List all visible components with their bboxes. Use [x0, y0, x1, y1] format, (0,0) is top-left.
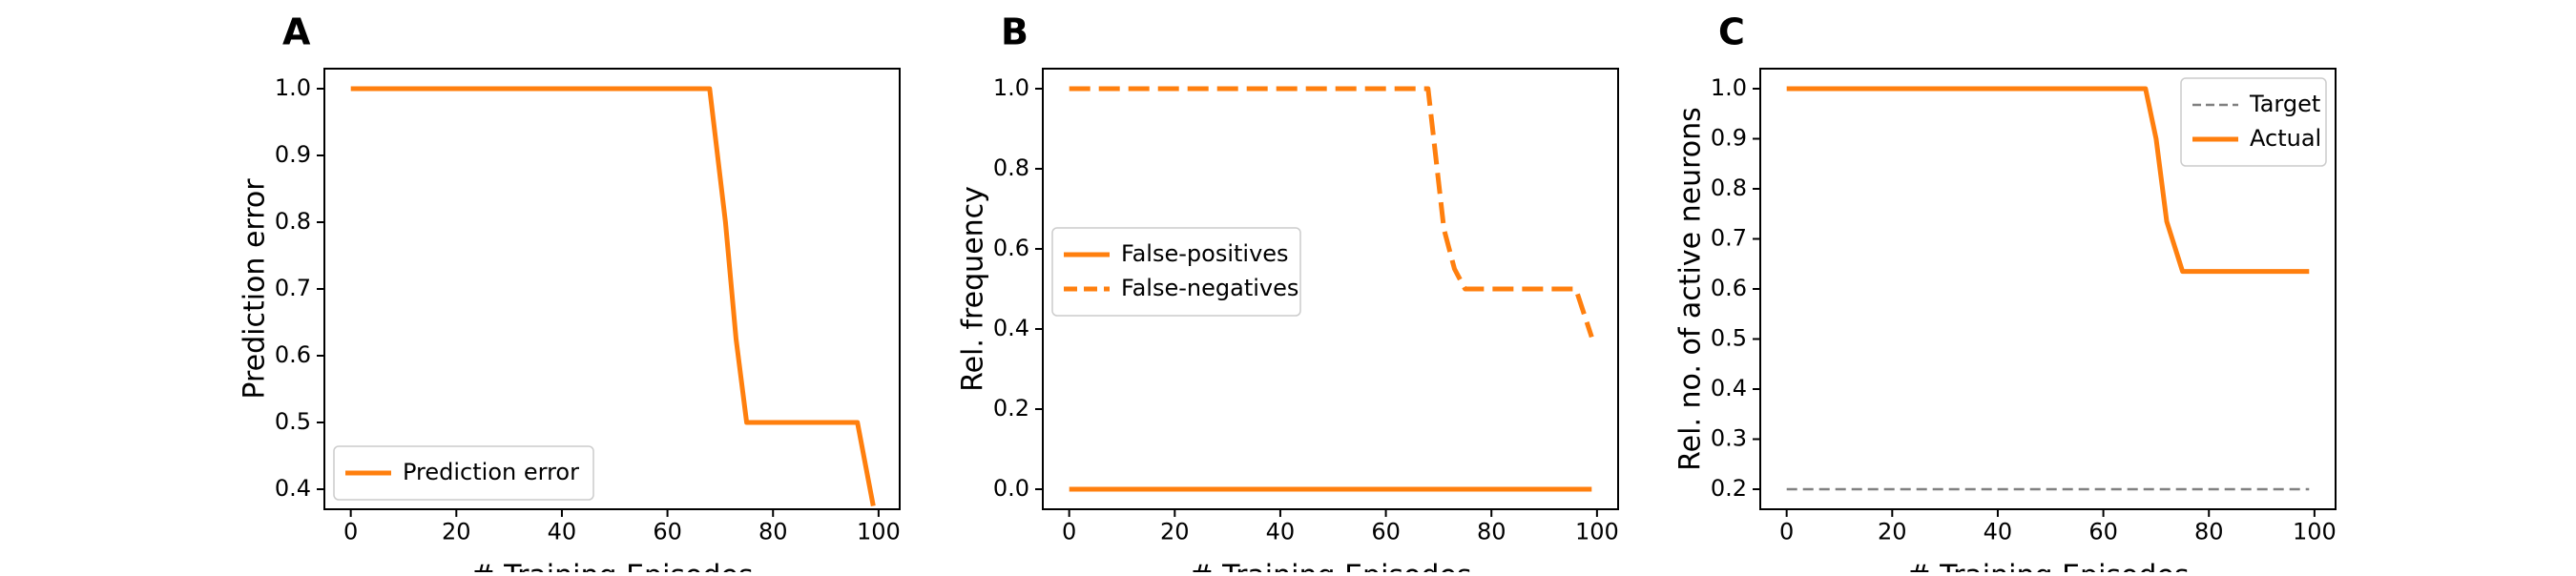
- panel-letter: C: [1718, 11, 1745, 53]
- series-group: [1069, 86, 1594, 492]
- series-group: [1786, 86, 2310, 491]
- series-line-actual: [1786, 86, 2310, 275]
- y-tick-label: 1.0: [1711, 74, 1747, 101]
- x-tick-label: 0: [1062, 519, 1076, 545]
- y-tick-label: 0.9: [1711, 125, 1747, 152]
- x-axis-label: # Training Episodes: [470, 560, 753, 572]
- legend-box: [333, 445, 594, 501]
- legend: Target Actual: [2180, 77, 2327, 167]
- panel-letter: A: [282, 11, 311, 53]
- y-axis-label: Rel. frequency: [957, 186, 990, 392]
- panel-letter: B: [1001, 11, 1028, 53]
- y-tick-label: 0.5: [275, 408, 311, 435]
- x-tick-label: 40: [1266, 519, 1296, 545]
- y-tick-label: 0.7: [1711, 225, 1747, 252]
- y-tick-label: 1.0: [993, 74, 1029, 101]
- legend-entry-label: Target: [2249, 91, 2320, 117]
- y-tick-label: 1.0: [275, 74, 311, 101]
- x-tick-label: 100: [2293, 519, 2337, 545]
- legend: Prediction error: [333, 445, 594, 501]
- axes-frame: [323, 68, 901, 510]
- y-tick-label: 0.4: [275, 475, 311, 502]
- x-tick-label: 0: [343, 519, 358, 545]
- series-line-prediction-error: [350, 86, 876, 506]
- x-tick-label: 60: [653, 519, 682, 545]
- x-tick-label: 0: [1779, 519, 1794, 545]
- x-tick-label: 60: [2088, 519, 2118, 545]
- x-tick-label: 20: [1160, 519, 1190, 545]
- y-tick-label: 0.2: [993, 395, 1029, 422]
- y-tick-label: 0.8: [275, 208, 311, 235]
- x-tick-label: 100: [857, 519, 901, 545]
- series-line-false-negatives: [1069, 86, 1594, 339]
- y-axis-label: Prediction error: [239, 178, 272, 400]
- y-tick-label: 0.2: [1711, 475, 1747, 502]
- x-tick-label: 60: [1371, 519, 1401, 545]
- y-tick-label: 0.4: [993, 315, 1029, 341]
- y-tick-label: 0.7: [275, 275, 311, 301]
- legend: False-positives False-negatives: [1051, 227, 1301, 317]
- y-tick-label: 0.4: [1711, 375, 1747, 401]
- axes-frame: [1042, 68, 1619, 510]
- series-group: [350, 86, 876, 506]
- y-tick-label: 0.0: [993, 475, 1029, 502]
- y-tick-label: 0.8: [1711, 175, 1747, 201]
- y-tick-label: 0.3: [1711, 425, 1747, 452]
- legend-box: [2180, 77, 2327, 167]
- x-tick-label: 40: [1984, 519, 2013, 545]
- x-tick-label: 40: [548, 519, 577, 545]
- x-tick-label: 80: [1477, 519, 1506, 545]
- legend-entry-label: Prediction error: [403, 459, 579, 485]
- x-tick-label: 100: [1575, 519, 1619, 545]
- y-tick-label: 0.6: [993, 235, 1029, 261]
- legend-box: [1051, 227, 1301, 317]
- y-tick-label: 0.6: [1711, 275, 1747, 301]
- y-tick-label: 0.8: [993, 154, 1029, 181]
- y-tick-label: 0.5: [1711, 325, 1747, 352]
- x-tick-label: 80: [758, 519, 788, 545]
- legend-entry-label: Actual: [2250, 125, 2321, 152]
- y-axis-label: Rel. no. of active neurons: [1674, 107, 1708, 471]
- x-tick-label: 20: [442, 519, 471, 545]
- panel-a: A 0 20 40 60 80 100 0.4 0.5 0.6 0.7 0.8 0.9 1.0 # Trai…: [239, 11, 901, 576]
- panel-b: B 0 20 40 60 80 100 0.0 0.2 0.4 0.6 0.8 1.0 # Trainin…: [957, 11, 1619, 576]
- x-tick-label: 80: [2194, 519, 2224, 545]
- panel-c: C 0 20 40 60 80 100 0.2 0.3 0.4 0.5 0.6 0.7 0.8 0.9 1.0…: [1674, 11, 2337, 576]
- legend-entry-label: False-negatives: [1121, 275, 1298, 301]
- x-tick-label: 20: [1878, 519, 1907, 545]
- y-tick-label: 0.6: [275, 341, 311, 368]
- legend-entry-label: False-positives: [1121, 240, 1289, 267]
- y-tick-label: 0.9: [275, 141, 311, 168]
- x-axis-label: # Training Episodes: [1189, 560, 1471, 572]
- x-axis-label: # Training Episodes: [1906, 560, 2189, 572]
